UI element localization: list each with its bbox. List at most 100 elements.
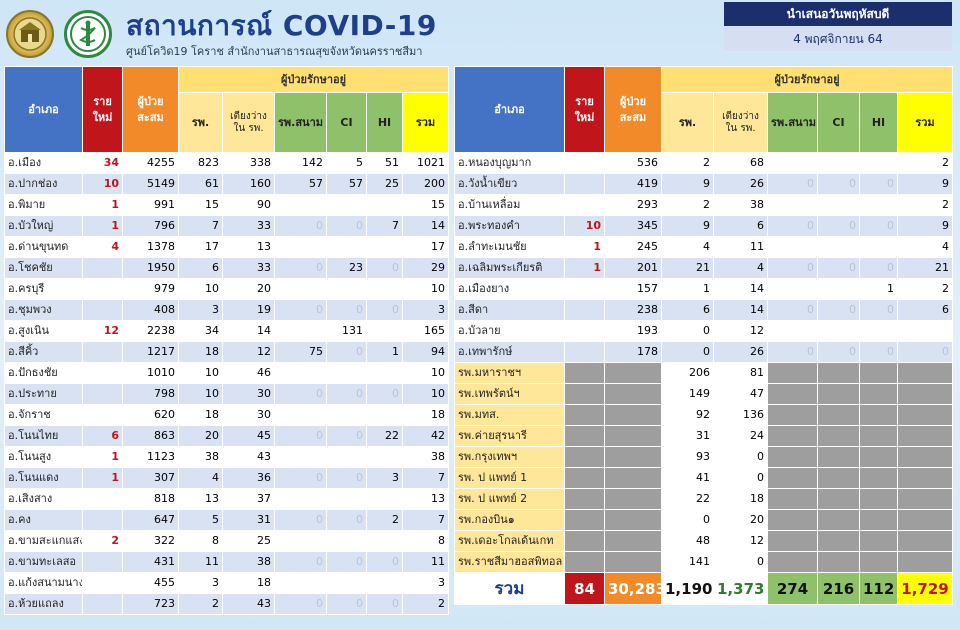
- ci-count: 0: [326, 215, 367, 237]
- table-row: อ.คง 647 5 31 0 0 2 7: [4, 509, 450, 531]
- grey-cell: [817, 446, 860, 468]
- ci-count: [326, 446, 367, 468]
- district-name: อ.โนนสูง: [4, 446, 83, 468]
- grey-cell: [817, 509, 860, 531]
- field-hospital-count: 0: [767, 257, 818, 279]
- beds-available: 43: [222, 446, 275, 468]
- field-hospital-count: 57: [274, 173, 327, 195]
- total-cumulative: 30,283: [604, 572, 662, 605]
- district-name: อ.บัวใหญ่: [4, 215, 83, 237]
- ci-count: 0: [326, 593, 367, 615]
- new-cases: [82, 404, 123, 426]
- row-total: 21: [896, 257, 954, 279]
- hi-count: 22: [366, 425, 403, 447]
- ci-count: 23: [326, 257, 367, 279]
- grey-cell: [896, 551, 954, 573]
- ci-count: 0: [817, 173, 860, 195]
- col-ci-header: CI: [817, 92, 860, 153]
- hospital-count: 3: [178, 299, 223, 321]
- grey-cell: [767, 425, 818, 447]
- beds-available: 20: [713, 509, 768, 531]
- beds-available: 81: [713, 362, 768, 384]
- row-total: 15: [401, 194, 450, 216]
- date-weekday: นำเสนอวันพฤหัสบดี: [724, 2, 952, 26]
- row-total: 200: [401, 173, 450, 195]
- col-cumulative-header: ผู้ป่วยสะสม: [604, 66, 662, 153]
- cumulative-cases: 796: [122, 215, 179, 237]
- beds-available: 26: [713, 173, 768, 195]
- hospital-count: 7: [178, 215, 223, 237]
- ci-count: 0: [326, 383, 367, 405]
- cumulative-cases: 157: [604, 278, 662, 300]
- col-hi-header: HI: [859, 92, 898, 153]
- col-district-header: อำเภอ: [454, 66, 565, 153]
- cumulative-cases: 345: [604, 215, 662, 237]
- new-cases: [82, 509, 123, 531]
- beds-available: 31: [222, 509, 275, 531]
- row-total: 4: [896, 236, 954, 258]
- beds-available: 12: [713, 320, 768, 342]
- row-total: 2: [896, 278, 954, 300]
- grey-cell: [564, 383, 605, 405]
- new-cases: 12: [82, 320, 123, 342]
- field-hospital-count: [274, 446, 327, 468]
- grey-cell: [564, 446, 605, 468]
- row-total: 11: [401, 551, 450, 573]
- hi-count: [366, 362, 403, 384]
- beds-available: 43: [222, 593, 275, 615]
- hi-count: 0: [366, 383, 403, 405]
- field-hospital-count: [274, 236, 327, 258]
- ci-count: [817, 194, 860, 216]
- field-hospital-count: [274, 488, 327, 510]
- cumulative-cases: 1217: [122, 341, 179, 363]
- district-name: อ.วังน้ำเขียว: [454, 173, 565, 195]
- new-cases: [82, 299, 123, 321]
- district-name: อ.บ้านเหลื่อม: [454, 194, 565, 216]
- hospital-count: 34: [178, 320, 223, 342]
- ci-count: 131: [326, 320, 367, 342]
- row-total: 9: [896, 173, 954, 195]
- hospital-count: 2: [661, 152, 714, 174]
- grey-cell: [767, 467, 818, 489]
- table-row: อ.โนนสูง 1 1123 38 43 38: [4, 446, 450, 468]
- field-hospital-count: 0: [274, 257, 327, 279]
- hospital-count: 9: [661, 173, 714, 195]
- beds-available: 26: [713, 341, 768, 363]
- field-hospital-count: 0: [274, 467, 327, 489]
- grey-cell: [817, 425, 860, 447]
- ci-count: [817, 278, 860, 300]
- table-row: อ.ลำทะเมนชัย 1 245 4 11 4: [454, 236, 954, 258]
- hospital-count: 15: [178, 194, 223, 216]
- ci-count: [326, 530, 367, 552]
- row-total: 10: [401, 278, 450, 300]
- grey-cell: [896, 509, 954, 531]
- grey-cell: [564, 467, 605, 489]
- hospital-name: รพ.กรุงเทพฯ: [454, 446, 565, 468]
- total-beds: 1,373: [713, 572, 768, 605]
- grey-cell: [604, 383, 662, 405]
- cumulative-cases: 408: [122, 299, 179, 321]
- hospital-name: รพ.ราชสีมาฮอสพิทอล: [454, 551, 565, 573]
- grey-cell: [604, 446, 662, 468]
- field-hospital-count: 0: [274, 383, 327, 405]
- district-name: อ.ด่านขุนทด: [4, 236, 83, 258]
- hospital-name: รพ.ค่ายสุรนารี: [454, 425, 565, 447]
- totals-label: รวม: [454, 572, 565, 605]
- grey-cell: [767, 509, 818, 531]
- cumulative-cases: 979: [122, 278, 179, 300]
- field-hospital-count: [274, 404, 327, 426]
- table-row: อ.จักราช 620 18 30 18: [4, 404, 450, 426]
- grey-cell: [604, 404, 662, 426]
- hi-count: 0: [366, 299, 403, 321]
- page-header: สถานการณ์ COVID-19 ศูนย์โควิด19 โคราช สำ…: [0, 0, 960, 64]
- new-cases: 1: [82, 194, 123, 216]
- table-row: อ.ห้วยแถลง 723 2 43 0 0 0 2: [4, 593, 450, 615]
- table-row: อ.เฉลิมพระเกียรติ 1 201 21 4 0 0 0 21: [454, 257, 954, 279]
- hi-count: 0: [859, 173, 898, 195]
- row-total: 9: [896, 215, 954, 237]
- grey-cell: [767, 362, 818, 384]
- hospital-count: 92: [661, 404, 714, 426]
- field-hospital-count: [767, 236, 818, 258]
- grey-cell: [564, 551, 605, 573]
- hospital-count: 18: [178, 341, 223, 363]
